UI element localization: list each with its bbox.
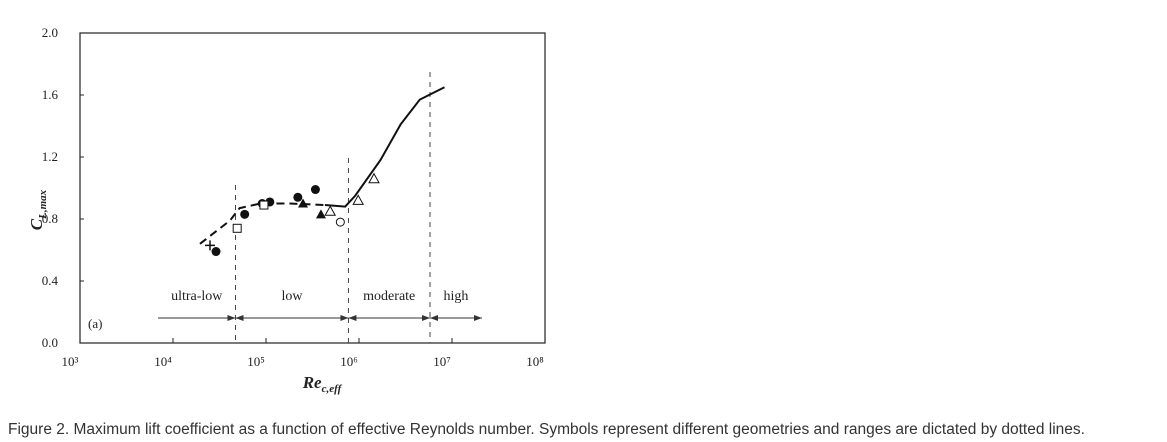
caption: Figure 2. Maximum lift coefficient as a … bbox=[8, 421, 1085, 438]
y-label-sub: L,max bbox=[37, 189, 49, 220]
x-label-sub: c,eff bbox=[322, 383, 343, 395]
region-label: low bbox=[281, 289, 303, 304]
curve bbox=[324, 86, 445, 208]
arrow-head bbox=[474, 315, 482, 321]
y-tick-label: 2.0 bbox=[42, 25, 58, 40]
x-label-main: Re bbox=[302, 373, 322, 392]
x-tick-label: 10³ bbox=[62, 354, 79, 369]
x-tick-label: 10⁶ bbox=[340, 354, 358, 369]
arrow-head bbox=[348, 315, 357, 321]
arrow-head bbox=[429, 315, 438, 321]
arrow-head bbox=[227, 315, 236, 321]
region-label: moderate bbox=[363, 289, 415, 304]
y-tick-label: 1.2 bbox=[42, 149, 58, 164]
data-point bbox=[259, 200, 269, 210]
arrow-head bbox=[340, 315, 349, 321]
x-tick-label: 10⁴ bbox=[154, 354, 172, 369]
y-tick-label: 0.8 bbox=[42, 211, 58, 226]
data-point bbox=[335, 217, 345, 227]
data-point bbox=[293, 192, 303, 202]
y-tick-label: 0.0 bbox=[42, 335, 58, 350]
curve bbox=[199, 202, 325, 245]
data-point bbox=[232, 223, 242, 233]
data-point bbox=[352, 194, 365, 205]
x-tick-label: 10⁵ bbox=[247, 354, 265, 369]
x-tick-label: 10⁸ bbox=[526, 354, 544, 369]
data-point bbox=[298, 198, 309, 208]
y-tick-label: 1.6 bbox=[42, 87, 59, 102]
plot-frame bbox=[79, 32, 546, 344]
y-tick-label: 0.4 bbox=[42, 273, 59, 288]
y-label-main: C bbox=[27, 218, 46, 230]
arrow-head bbox=[235, 315, 244, 321]
data-point bbox=[205, 240, 216, 251]
x-axis-label: Rec,eff bbox=[302, 373, 343, 395]
data-point bbox=[310, 185, 320, 195]
x-tick-label: 10⁷ bbox=[433, 354, 451, 369]
region-label: high bbox=[444, 289, 469, 304]
data-point bbox=[315, 209, 326, 219]
data-point bbox=[240, 209, 250, 219]
arrow-head bbox=[421, 315, 430, 321]
region-label: ultra-low bbox=[171, 289, 223, 304]
data-point bbox=[211, 247, 221, 257]
y-axis-label: CL,max bbox=[27, 189, 49, 230]
data-point bbox=[368, 172, 380, 184]
data-point bbox=[324, 205, 337, 216]
panel-label: (a) bbox=[88, 316, 102, 331]
